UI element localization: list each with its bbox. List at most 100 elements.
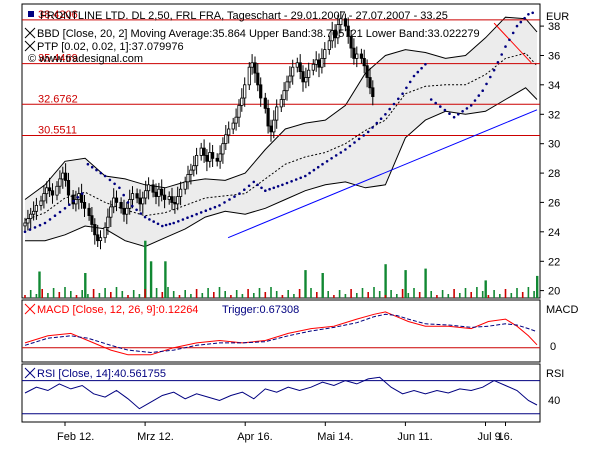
psar-dot bbox=[23, 230, 27, 234]
psar-dot bbox=[443, 108, 447, 112]
psar-dot bbox=[508, 38, 511, 42]
candle-body bbox=[23, 222, 27, 227]
volume-bar bbox=[41, 289, 43, 298]
psar-dot bbox=[276, 185, 280, 188]
psar-dot bbox=[38, 223, 42, 227]
volume-bar bbox=[75, 295, 78, 298]
candle-body bbox=[349, 35, 353, 49]
psar-dot bbox=[299, 176, 303, 180]
candle-body bbox=[269, 125, 273, 133]
psar-dot bbox=[122, 193, 125, 197]
volume-bar bbox=[87, 294, 89, 298]
volume-bar bbox=[424, 287, 427, 298]
psar-dot bbox=[469, 104, 473, 107]
candle-body bbox=[330, 30, 334, 42]
psar-dot bbox=[308, 171, 311, 175]
macd-axis-label: MACD bbox=[546, 304, 578, 316]
psar-dot bbox=[316, 165, 320, 169]
candle-body bbox=[96, 234, 100, 242]
volume-bar bbox=[184, 290, 186, 298]
candle-body bbox=[298, 62, 302, 72]
date-tick-label: Jul 9. bbox=[478, 431, 504, 443]
volume-bar bbox=[533, 291, 535, 298]
psar-dot bbox=[384, 113, 387, 116]
psar-dot bbox=[143, 215, 147, 219]
psar-dot bbox=[99, 171, 103, 175]
price-tick-label: 28 bbox=[548, 168, 560, 180]
volume-bar bbox=[115, 287, 118, 298]
psar-dot bbox=[412, 74, 416, 78]
psar-dot bbox=[496, 61, 500, 64]
psar-dot bbox=[95, 168, 98, 172]
candle-body bbox=[266, 108, 270, 127]
volume-bar bbox=[356, 293, 358, 298]
candle-body bbox=[231, 122, 235, 130]
volume-bar bbox=[84, 273, 87, 298]
volume-bar bbox=[38, 271, 41, 298]
candle-body bbox=[320, 58, 324, 68]
psar-dot bbox=[161, 224, 164, 228]
price-tick-label: 20 bbox=[548, 286, 560, 298]
psar-dot bbox=[233, 195, 236, 198]
psar-dot bbox=[80, 192, 84, 195]
candle-body bbox=[128, 199, 132, 209]
candle-body bbox=[194, 154, 199, 167]
candle-body bbox=[42, 193, 46, 202]
volume-bar bbox=[132, 290, 135, 298]
psar-dot bbox=[408, 80, 412, 84]
candle-body bbox=[295, 62, 299, 68]
psar-dot bbox=[304, 174, 307, 178]
psar-dot bbox=[500, 53, 504, 56]
volume-bar bbox=[367, 292, 369, 298]
psar-dot bbox=[126, 201, 130, 204]
psar-dot bbox=[243, 188, 246, 191]
candle-body bbox=[176, 196, 180, 205]
candle-body bbox=[50, 190, 55, 196]
volume-bar bbox=[167, 287, 169, 298]
psar-dot bbox=[392, 102, 396, 106]
candle-body bbox=[119, 201, 123, 209]
volume-bar bbox=[413, 288, 415, 298]
rsi-panel bbox=[21, 363, 541, 423]
psar-dot bbox=[375, 121, 379, 125]
volume-bar bbox=[344, 294, 347, 298]
volume-bar bbox=[407, 293, 410, 298]
candle-body bbox=[210, 152, 215, 159]
watermark: © www.tradesignal.com bbox=[28, 53, 143, 65]
psar-dot bbox=[90, 165, 94, 169]
psar-dot bbox=[489, 75, 492, 79]
volume-bar bbox=[275, 291, 278, 298]
psar-dot bbox=[76, 196, 80, 199]
volume-bar bbox=[378, 291, 381, 298]
candle-body bbox=[218, 153, 222, 162]
bbd-legend-icon bbox=[24, 27, 36, 39]
volume-bar bbox=[504, 289, 507, 298]
candle-body bbox=[39, 200, 43, 206]
volume-bar bbox=[384, 295, 387, 298]
candle-body bbox=[365, 65, 369, 78]
volume-bar bbox=[293, 294, 295, 298]
candle-body bbox=[307, 69, 311, 78]
volume-bar bbox=[35, 294, 38, 298]
psar-dot bbox=[379, 117, 383, 120]
psar-dot bbox=[290, 180, 293, 183]
candle-body bbox=[339, 18, 343, 26]
candle-body bbox=[162, 194, 167, 200]
candle-body bbox=[103, 226, 107, 239]
candle-body bbox=[256, 72, 260, 86]
candle-body bbox=[45, 187, 49, 195]
volume-bar bbox=[70, 291, 72, 298]
volume-bar bbox=[247, 289, 249, 298]
candle-body bbox=[343, 18, 348, 27]
psar-dot bbox=[281, 183, 284, 187]
volume-bar bbox=[404, 270, 407, 298]
psar-dot bbox=[527, 13, 530, 16]
volume-bar bbox=[144, 289, 146, 298]
volume-bar bbox=[270, 287, 272, 298]
volume-bar bbox=[350, 289, 352, 298]
level-label: 38.4206 bbox=[38, 9, 78, 21]
volume-bar bbox=[138, 294, 141, 298]
volume-bar bbox=[127, 295, 129, 298]
volume-bar bbox=[164, 261, 167, 299]
